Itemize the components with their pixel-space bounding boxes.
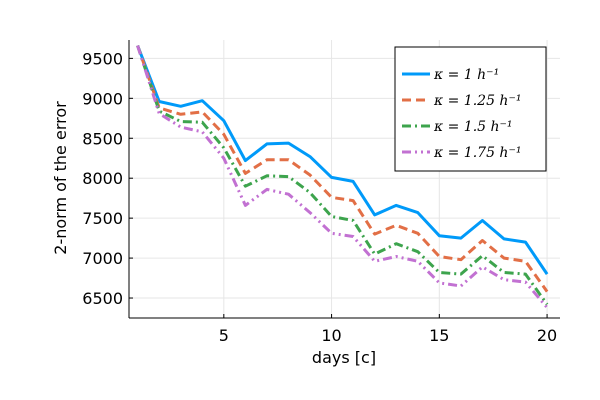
x-tick-label: 10 — [321, 326, 341, 345]
series-line-3 — [136, 45, 549, 306]
x-axis-label: days [c] — [312, 348, 376, 367]
y-tick-label: 9500 — [82, 49, 123, 68]
y-tick-labels: 6500 7000 7500 8000 8500 9000 9500 — [82, 49, 123, 308]
series-line-2 — [136, 45, 549, 293]
legend: κ = 1 h⁻¹ κ = 1.25 h⁻¹ κ = 1.5 h⁻¹ κ = 1.75… — [394, 46, 547, 172]
series-line-1 — [136, 45, 549, 275]
y-tick-label: 8500 — [82, 129, 123, 148]
x-tick-label: 15 — [429, 326, 449, 345]
y-tick-label: 9000 — [82, 89, 123, 108]
legend-label-1: κ = 1 h⁻¹ — [433, 67, 499, 83]
legend-box — [394, 46, 547, 172]
y-tick-label: 8000 — [82, 169, 123, 188]
x-tick-labels: 5 10 15 20 — [219, 326, 558, 345]
legend-label-2: κ = 1.25 h⁻¹ — [433, 93, 521, 109]
legend-label-4: κ = 1.75 h⁻¹ — [433, 145, 521, 161]
data-series — [136, 45, 549, 309]
legend-label-3: κ = 1.5 h⁻¹ — [433, 119, 513, 135]
y-tick-label: 7000 — [82, 249, 123, 268]
y-axis-label: 2-norm of the error — [51, 101, 70, 255]
x-tick-label: 5 — [219, 326, 229, 345]
x-tick-label: 20 — [537, 326, 557, 345]
y-tick-label: 7500 — [82, 209, 123, 228]
y-tick-label: 6500 — [82, 289, 123, 308]
